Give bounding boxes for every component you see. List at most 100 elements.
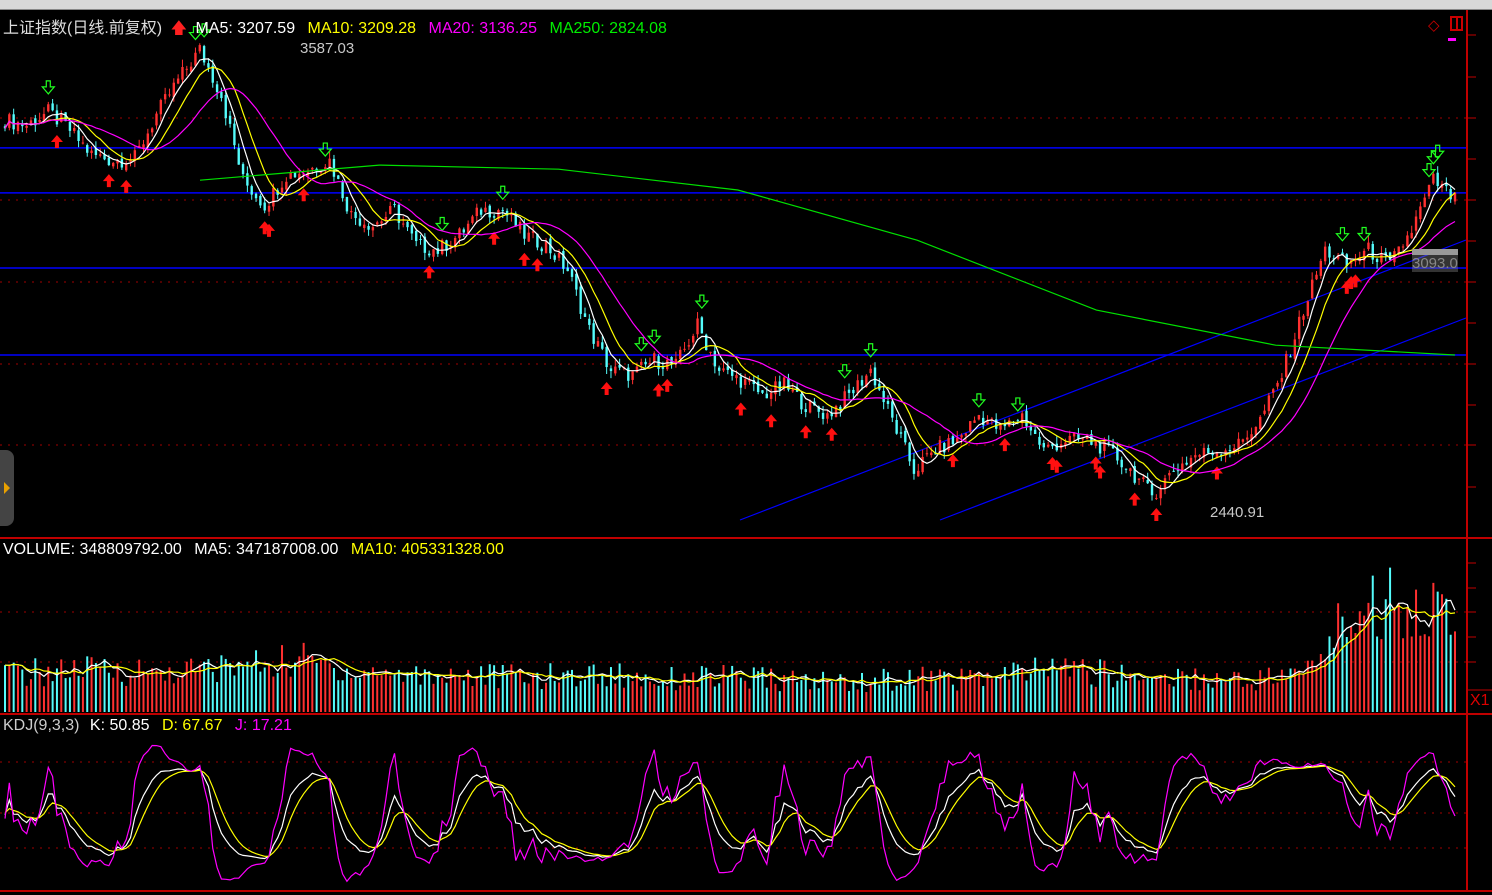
- candle: [1029, 426, 1033, 431]
- candle: [220, 91, 223, 99]
- candle: [1172, 470, 1175, 472]
- candle: [1220, 454, 1223, 456]
- candle: [1176, 470, 1180, 472]
- candle: [865, 375, 868, 388]
- candle: [627, 367, 630, 381]
- candle: [103, 154, 106, 160]
- candle: [999, 424, 1002, 430]
- candle: [882, 390, 885, 403]
- candle: [1284, 354, 1288, 377]
- candle: [350, 211, 353, 213]
- candle: [163, 94, 167, 100]
- candle: [1315, 274, 1318, 280]
- candle: [1280, 378, 1284, 382]
- candle: [986, 421, 989, 425]
- candle: [566, 267, 569, 272]
- candle: [1215, 452, 1219, 458]
- candle: [1085, 435, 1089, 440]
- candle: [345, 196, 349, 212]
- candle: [713, 350, 717, 367]
- volume-header: VOLUME: 348809792.00 MA5: 347187008.00 M…: [3, 541, 512, 559]
- candles: [3, 23, 1457, 522]
- candle: [1189, 457, 1193, 468]
- candle: [579, 286, 582, 314]
- candle: [908, 442, 911, 462]
- candle: [791, 389, 794, 392]
- candle: [1410, 232, 1413, 239]
- candle: [1081, 438, 1084, 440]
- candle: [1146, 479, 1149, 484]
- candle: [259, 195, 262, 206]
- candle: [1241, 439, 1245, 442]
- candle: [588, 318, 591, 325]
- candle: [601, 342, 604, 349]
- candle: [1427, 184, 1431, 197]
- candle: [142, 144, 145, 149]
- candle: [570, 269, 574, 277]
- candle: [94, 148, 98, 156]
- buy-signal-arrow-icon: [765, 414, 778, 428]
- candle: [34, 118, 37, 126]
- volume-ma10: MA10: 405331328.00: [350, 541, 504, 558]
- candle: [51, 103, 54, 111]
- buy-signal-arrow-icon: [652, 383, 665, 397]
- candle: [358, 218, 362, 226]
- candle: [1072, 432, 1076, 437]
- candle: [990, 418, 994, 420]
- buy-signal-arrow-icon: [600, 382, 613, 396]
- ma250-line: [199, 164, 1456, 356]
- candle: [514, 213, 517, 227]
- candle: [1185, 462, 1188, 465]
- candle: [272, 187, 275, 207]
- candle: [440, 239, 444, 255]
- candle: [631, 371, 634, 380]
- candle: [1077, 433, 1080, 440]
- kdj-d: D: 67.67: [161, 717, 223, 734]
- volume-scale-label: X1: [1470, 692, 1490, 709]
- sell-signal-arrow-icon: [1335, 227, 1350, 242]
- candle: [367, 226, 370, 230]
- candle: [16, 122, 20, 131]
- buy-signal-arrow-icon: [423, 265, 436, 279]
- candle: [363, 224, 366, 228]
- ma20-value: MA20: 3136.25: [428, 20, 538, 37]
- candle: [376, 222, 379, 225]
- candle: [47, 104, 50, 112]
- candle: [726, 366, 730, 370]
- candle: [380, 221, 383, 224]
- candle: [328, 158, 331, 168]
- sell-signal-arrow-icon: [971, 393, 987, 408]
- diamond-icon[interactable]: ◇: [1428, 17, 1440, 34]
- buy-signal-arrow-icon: [825, 427, 838, 441]
- candle: [1163, 478, 1167, 489]
- candle: [839, 406, 842, 410]
- window-layout-icon[interactable]: [1450, 16, 1463, 31]
- candle: [635, 366, 639, 373]
- candle: [899, 432, 903, 434]
- candle: [427, 253, 431, 256]
- candle: [1129, 468, 1132, 472]
- buy-signal-arrow-icon: [297, 188, 310, 202]
- candle: [337, 175, 340, 179]
- candle: [536, 233, 539, 248]
- candle: [562, 250, 565, 269]
- candle: [960, 435, 963, 438]
- candle: [553, 255, 556, 260]
- candle: [1341, 252, 1344, 255]
- candle: [1406, 235, 1409, 247]
- candle: [298, 173, 301, 180]
- sidebar-toggle-button[interactable]: [0, 450, 14, 526]
- buy-signal-arrow-icon: [518, 252, 531, 266]
- candle: [354, 211, 357, 219]
- candle: [557, 252, 561, 258]
- candle: [505, 210, 509, 216]
- candle: [436, 248, 440, 254]
- candle: [194, 52, 197, 66]
- candle: [124, 164, 128, 171]
- kdj-header: KDJ(9,3,3) K: 50.85 D: 67.67 J: 17.21: [3, 717, 300, 735]
- candle: [644, 361, 647, 365]
- sell-signal-arrow-icon: [317, 142, 333, 157]
- toolbar-strip: [0, 0, 1492, 10]
- candle: [1207, 447, 1210, 454]
